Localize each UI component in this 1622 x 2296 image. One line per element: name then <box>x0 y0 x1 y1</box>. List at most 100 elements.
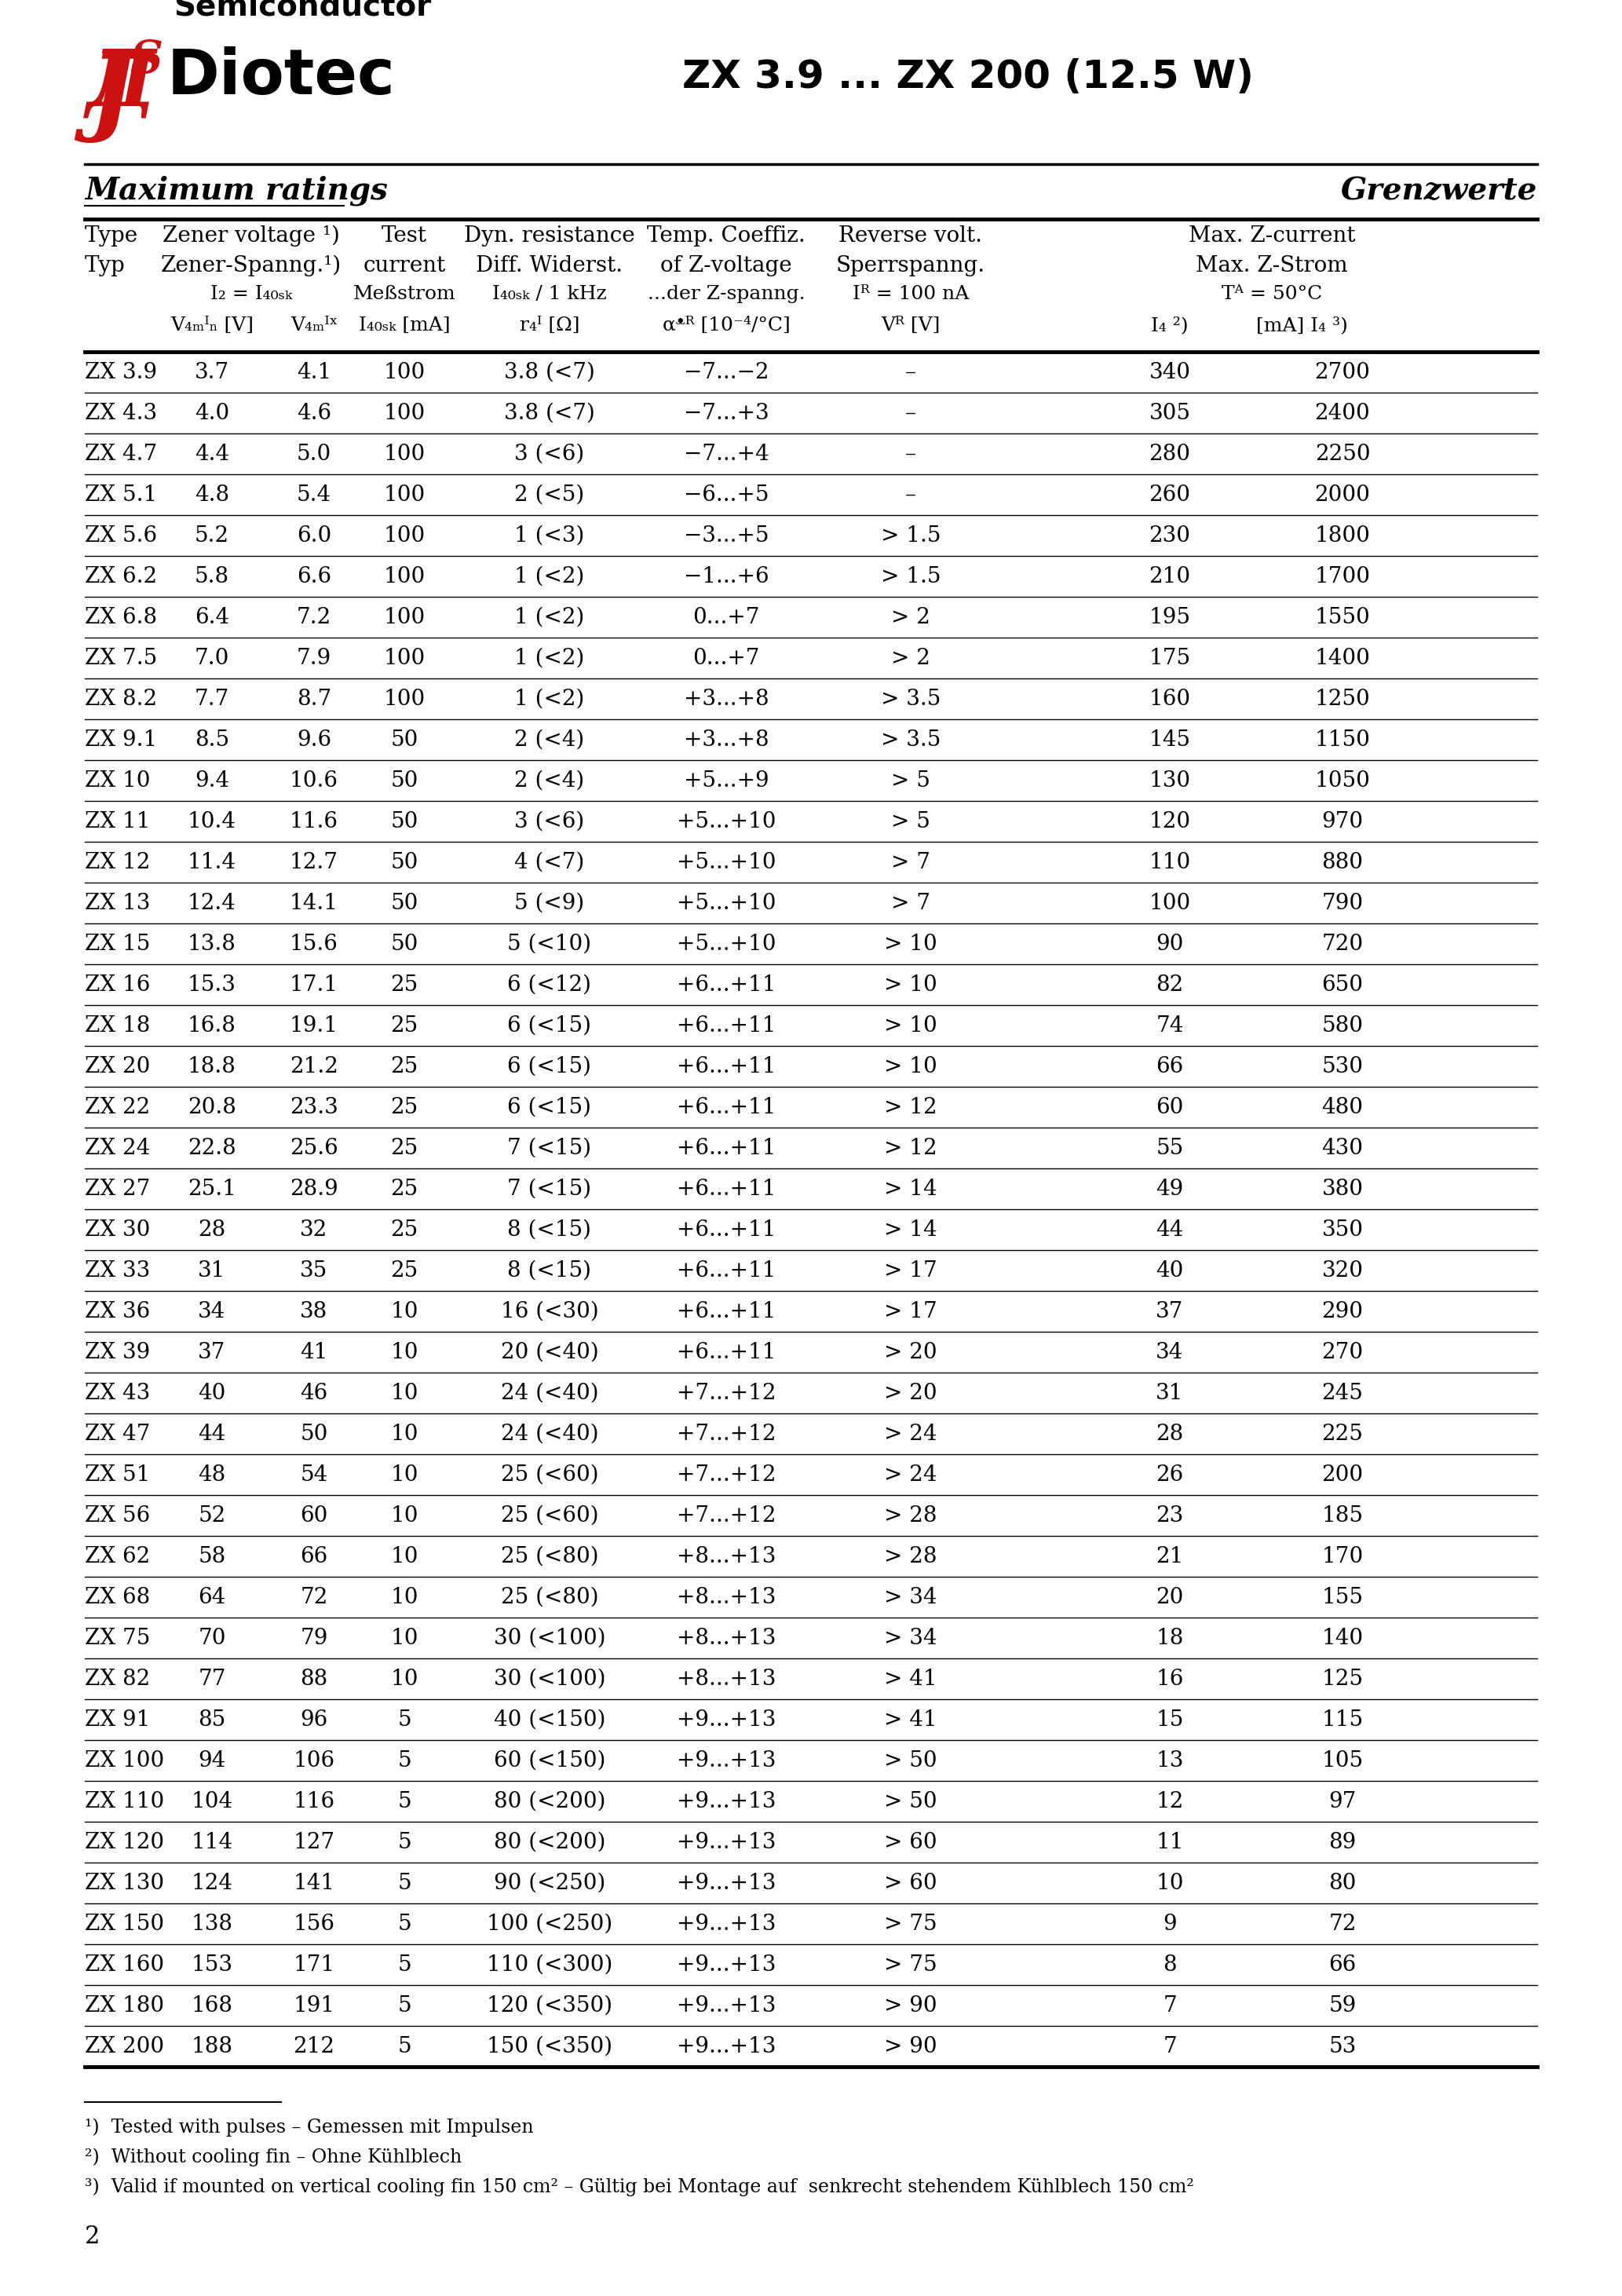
Text: ZX 100: ZX 100 <box>84 1750 164 1770</box>
Text: Max. Z-current: Max. Z-current <box>1189 225 1356 246</box>
Text: 160: 160 <box>1148 689 1191 709</box>
Text: I₂ = I₄₀ₛₖ: I₂ = I₄₀ₛₖ <box>211 285 292 303</box>
Text: 10: 10 <box>1156 1871 1184 1894</box>
Text: Maximum ratings: Maximum ratings <box>84 177 388 207</box>
Text: Diff. Widerst.: Diff. Widerst. <box>477 255 623 276</box>
Text: > 34: > 34 <box>884 1628 938 1649</box>
Text: 9.4: 9.4 <box>195 769 229 792</box>
Text: ZX 160: ZX 160 <box>84 1954 164 1975</box>
Text: of Z-voltage: of Z-voltage <box>660 255 792 276</box>
Text: 10.4: 10.4 <box>188 810 237 831</box>
Text: 4.8: 4.8 <box>195 484 229 505</box>
Text: ZX 12: ZX 12 <box>84 852 151 872</box>
Text: 7: 7 <box>1163 1995 1176 2016</box>
Text: 5.2: 5.2 <box>195 526 229 546</box>
Text: 7.2: 7.2 <box>297 606 331 627</box>
Text: > 7: > 7 <box>890 893 931 914</box>
Text: ZX 180: ZX 180 <box>84 1995 164 2016</box>
Text: > 5: > 5 <box>890 810 931 831</box>
Text: 260: 260 <box>1148 484 1191 505</box>
Text: +7...+12: +7...+12 <box>676 1424 775 1444</box>
Text: > 41: > 41 <box>884 1708 938 1731</box>
Text: −7...+3: −7...+3 <box>683 402 769 425</box>
Text: Grenzwerte: Grenzwerte <box>1341 177 1538 207</box>
Text: Typ: Typ <box>84 255 125 276</box>
Text: ZX 3.9 ... ZX 200 (12.5 W): ZX 3.9 ... ZX 200 (12.5 W) <box>683 57 1254 96</box>
Text: 1 (<3): 1 (<3) <box>514 526 584 546</box>
Text: ZX 4.7: ZX 4.7 <box>84 443 157 464</box>
Text: 168: 168 <box>191 1995 234 2016</box>
Text: 6 (<15): 6 (<15) <box>508 1056 592 1077</box>
Text: –: – <box>905 484 916 505</box>
Text: 880: 880 <box>1322 852 1364 872</box>
Text: 41: 41 <box>300 1341 328 1364</box>
Text: 60: 60 <box>1156 1097 1184 1118</box>
Text: 74: 74 <box>1156 1015 1184 1035</box>
Text: 191: 191 <box>294 1995 334 2016</box>
Text: 25 (<60): 25 (<60) <box>501 1504 599 1527</box>
Text: 72: 72 <box>300 1587 328 1607</box>
Text: > 1.5: > 1.5 <box>881 565 941 588</box>
Text: > 2: > 2 <box>890 647 931 668</box>
Text: Д: Д <box>86 46 156 122</box>
Text: 50: 50 <box>391 769 418 792</box>
Text: 5: 5 <box>397 1995 412 2016</box>
Text: 100: 100 <box>383 565 425 588</box>
Text: 89: 89 <box>1328 1832 1356 1853</box>
Text: 5: 5 <box>397 1750 412 1770</box>
Text: 11.6: 11.6 <box>290 810 339 831</box>
Text: ZX 75: ZX 75 <box>84 1628 151 1649</box>
Text: 79: 79 <box>300 1628 328 1649</box>
Text: J: J <box>89 51 135 142</box>
Text: +8...+13: +8...+13 <box>676 1587 775 1607</box>
Text: 20 (<40): 20 (<40) <box>501 1341 599 1364</box>
Text: 94: 94 <box>198 1750 225 1770</box>
Text: +9...+13: +9...+13 <box>676 1791 775 1812</box>
Text: 150 (<350): 150 (<350) <box>487 2037 613 2057</box>
Text: αᵜᴿ [10⁻⁴/°C]: αᵜᴿ [10⁻⁴/°C] <box>662 317 790 335</box>
Text: ZX 6.2: ZX 6.2 <box>84 565 157 588</box>
Text: ZX 30: ZX 30 <box>84 1219 151 1240</box>
Text: Semiconductor: Semiconductor <box>174 0 431 21</box>
Text: 6 (<15): 6 (<15) <box>508 1097 592 1118</box>
Text: 34: 34 <box>198 1302 225 1322</box>
Text: 15: 15 <box>1156 1708 1184 1731</box>
Text: 4 (<7): 4 (<7) <box>514 852 584 872</box>
Text: +5...+10: +5...+10 <box>676 810 775 831</box>
Text: Meßstrom: Meßstrom <box>354 285 456 303</box>
Text: 0...+7: 0...+7 <box>693 647 759 668</box>
Text: +6...+11: +6...+11 <box>676 1178 775 1199</box>
Text: 31: 31 <box>198 1261 225 1281</box>
Text: > 28: > 28 <box>884 1504 938 1527</box>
Text: +9...+13: +9...+13 <box>676 1871 775 1894</box>
Text: 350: 350 <box>1322 1219 1364 1240</box>
Text: +6...+11: +6...+11 <box>676 1341 775 1364</box>
Text: > 3.5: > 3.5 <box>881 689 941 709</box>
Text: > 20: > 20 <box>884 1382 938 1403</box>
Text: Dyn. resistance: Dyn. resistance <box>464 225 634 246</box>
Text: current: current <box>363 255 446 276</box>
Text: 1150: 1150 <box>1315 730 1371 751</box>
Text: 10: 10 <box>391 1465 418 1486</box>
Text: +6...+11: +6...+11 <box>676 1097 775 1118</box>
Text: Reverse volt.: Reverse volt. <box>839 225 983 246</box>
Text: 115: 115 <box>1322 1708 1364 1731</box>
Text: ZX 43: ZX 43 <box>84 1382 151 1403</box>
Text: +6...+11: +6...+11 <box>676 1056 775 1077</box>
Text: 120 (<350): 120 (<350) <box>487 1995 613 2016</box>
Text: > 60: > 60 <box>884 1832 938 1853</box>
Text: ZX 7.5: ZX 7.5 <box>84 647 157 668</box>
Text: 1 (<2): 1 (<2) <box>514 689 584 709</box>
Text: ZX 91: ZX 91 <box>84 1708 151 1731</box>
Text: 10: 10 <box>391 1424 418 1444</box>
Text: +7...+12: +7...+12 <box>676 1382 775 1403</box>
Text: 32: 32 <box>300 1219 328 1240</box>
Text: Vᴿ [V]: Vᴿ [V] <box>881 317 941 335</box>
Text: +9...+13: +9...+13 <box>676 1708 775 1731</box>
Text: 8 (<15): 8 (<15) <box>508 1219 592 1240</box>
Text: 225: 225 <box>1322 1424 1362 1444</box>
Text: 1700: 1700 <box>1315 565 1371 588</box>
Text: 175: 175 <box>1148 647 1191 668</box>
Text: 48: 48 <box>198 1465 225 1486</box>
Text: 3.8 (<7): 3.8 (<7) <box>504 360 595 383</box>
